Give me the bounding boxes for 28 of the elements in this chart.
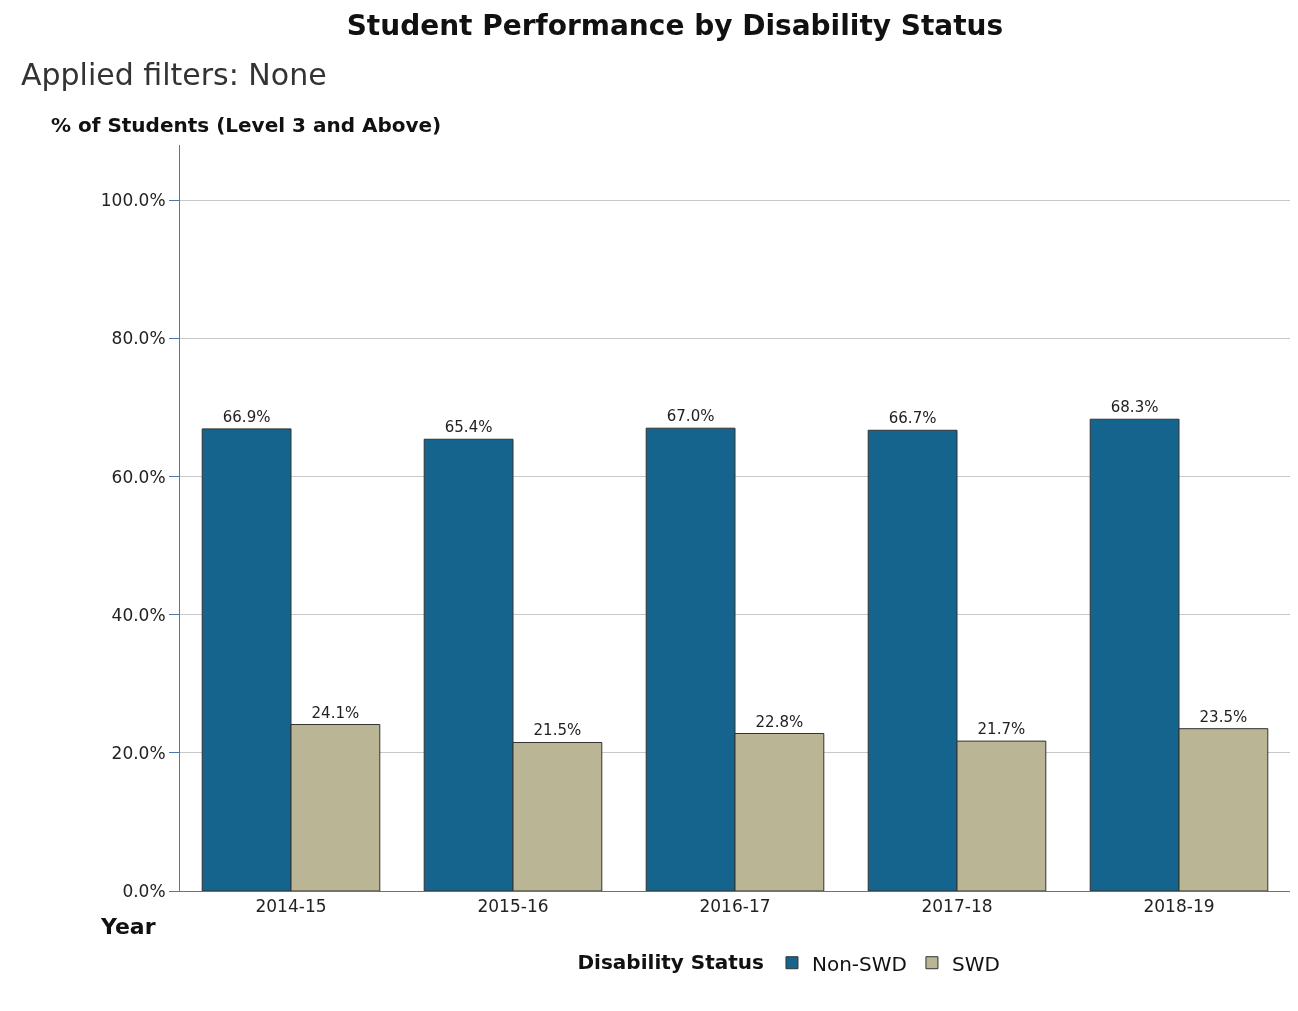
data-label: 21.7% <box>977 720 1026 739</box>
legend-title: Disability Status <box>577 950 764 975</box>
data-label: 66.9% <box>222 407 271 426</box>
data-label: 67.0% <box>666 407 715 426</box>
data-label: 22.8% <box>755 712 804 731</box>
data-label: 68.3% <box>1110 398 1159 417</box>
chart-subtitle: Applied filters: None <box>21 57 327 92</box>
y-tick-label: 60.0% <box>111 466 166 487</box>
y-tick-label: 40.0% <box>111 604 166 625</box>
legend-label: SWD <box>951 951 1000 976</box>
x-tick-label: 2015-16 <box>477 896 549 917</box>
x-tick-label: 2017-18 <box>921 896 993 917</box>
data-label: 65.4% <box>444 418 493 437</box>
data-label: 24.1% <box>311 703 360 722</box>
data-label: 23.5% <box>1199 707 1248 726</box>
y-tick-label: 0.0% <box>122 880 166 901</box>
x-tick-label: 2016-17 <box>699 896 771 917</box>
x-tick-label: 2014-15 <box>255 896 327 917</box>
y-axis-title: % of Students (Level 3 and Above) <box>51 113 442 137</box>
y-tick-label: 80.0% <box>111 328 166 349</box>
data-label: 21.5% <box>533 721 582 740</box>
x-axis-title: Year <box>100 914 156 939</box>
legend-label: Non-SWD <box>811 951 907 976</box>
data-label: 66.7% <box>888 409 937 428</box>
chart-title: Student Performance by Disability Status <box>346 8 1004 42</box>
x-tick-label: 2018-19 <box>1143 896 1215 917</box>
y-tick-label: 20.0% <box>111 742 166 763</box>
y-tick-label: 100.0% <box>100 190 166 211</box>
